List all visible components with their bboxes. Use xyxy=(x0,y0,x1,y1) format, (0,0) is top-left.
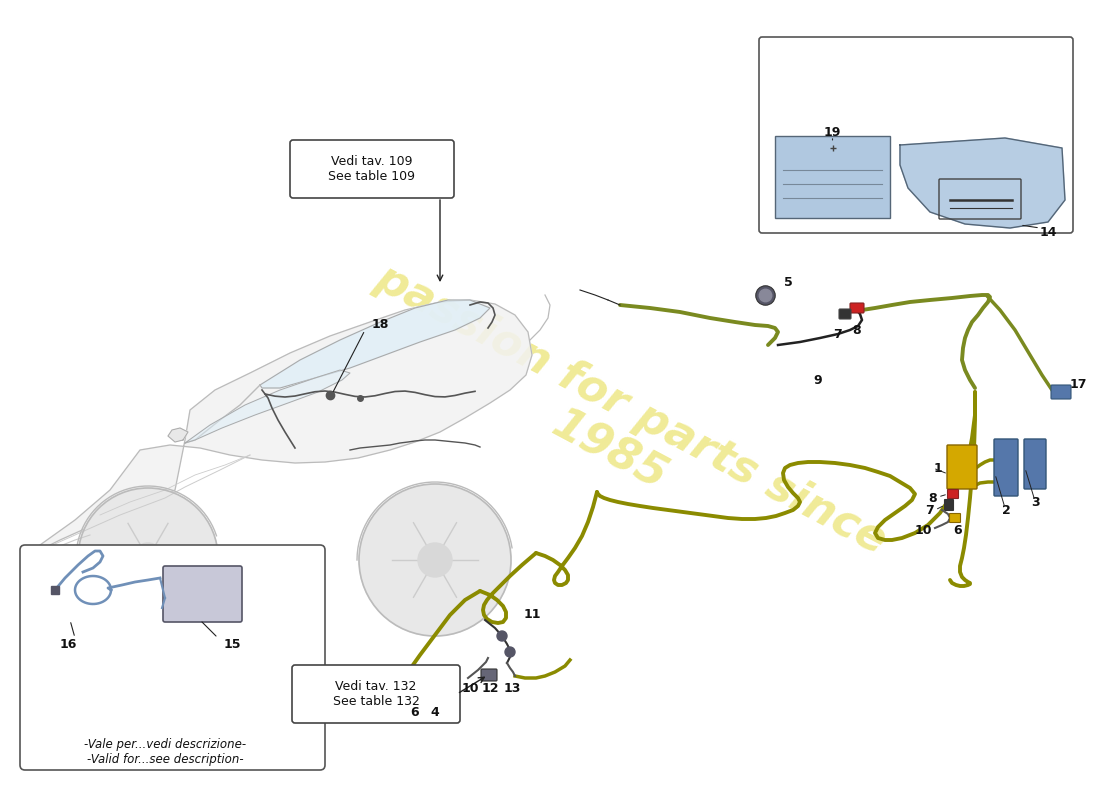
Text: 8: 8 xyxy=(928,491,937,505)
Circle shape xyxy=(400,687,416,703)
Text: 5: 5 xyxy=(783,277,792,290)
FancyBboxPatch shape xyxy=(163,566,242,622)
Text: 3: 3 xyxy=(1031,497,1040,510)
Circle shape xyxy=(505,647,515,657)
Text: 10: 10 xyxy=(914,523,932,537)
FancyBboxPatch shape xyxy=(947,445,977,489)
Polygon shape xyxy=(260,300,490,388)
Circle shape xyxy=(78,488,218,628)
Text: 18: 18 xyxy=(372,318,388,331)
Text: 7: 7 xyxy=(925,503,934,517)
Circle shape xyxy=(418,543,452,577)
Text: 13: 13 xyxy=(504,682,520,694)
Text: Vedi tav. 132
See table 132: Vedi tav. 132 See table 132 xyxy=(332,680,419,708)
FancyBboxPatch shape xyxy=(776,136,890,218)
Text: 19: 19 xyxy=(824,126,842,138)
Circle shape xyxy=(497,631,507,641)
FancyBboxPatch shape xyxy=(20,545,324,770)
Text: 8: 8 xyxy=(852,323,861,337)
Text: 7: 7 xyxy=(834,329,843,342)
Text: 10: 10 xyxy=(461,682,478,694)
FancyBboxPatch shape xyxy=(850,303,864,313)
Circle shape xyxy=(420,687,436,703)
FancyBboxPatch shape xyxy=(1050,385,1071,399)
Text: 4: 4 xyxy=(430,706,439,718)
FancyBboxPatch shape xyxy=(949,514,960,522)
Circle shape xyxy=(359,484,512,636)
Text: 15: 15 xyxy=(223,638,241,651)
FancyBboxPatch shape xyxy=(481,669,497,681)
Polygon shape xyxy=(30,300,532,555)
FancyBboxPatch shape xyxy=(290,140,454,198)
FancyBboxPatch shape xyxy=(292,665,460,723)
Text: 1: 1 xyxy=(934,462,943,474)
FancyBboxPatch shape xyxy=(945,499,954,510)
Text: -Vale per...vedi descrizione-
-Valid for...see description-: -Vale per...vedi descrizione- -Valid for… xyxy=(84,738,246,766)
Text: 12: 12 xyxy=(482,682,498,694)
Text: Vedi tav. 109
See table 109: Vedi tav. 109 See table 109 xyxy=(329,155,416,183)
Polygon shape xyxy=(168,428,188,442)
Polygon shape xyxy=(900,138,1065,228)
FancyBboxPatch shape xyxy=(759,37,1072,233)
Text: 6: 6 xyxy=(954,523,962,537)
Text: 11: 11 xyxy=(524,609,541,622)
Text: passion for parts since
1985: passion for parts since 1985 xyxy=(346,256,893,604)
Text: 17: 17 xyxy=(1069,378,1087,391)
FancyBboxPatch shape xyxy=(994,439,1018,496)
FancyBboxPatch shape xyxy=(1024,439,1046,489)
Text: 6: 6 xyxy=(410,706,419,718)
Polygon shape xyxy=(185,370,350,443)
Text: 2: 2 xyxy=(1002,503,1011,517)
FancyBboxPatch shape xyxy=(839,309,851,319)
Text: 14: 14 xyxy=(1040,226,1057,238)
Text: 16: 16 xyxy=(59,638,77,651)
Circle shape xyxy=(133,543,163,573)
FancyBboxPatch shape xyxy=(947,490,958,498)
Text: 9: 9 xyxy=(814,374,823,386)
